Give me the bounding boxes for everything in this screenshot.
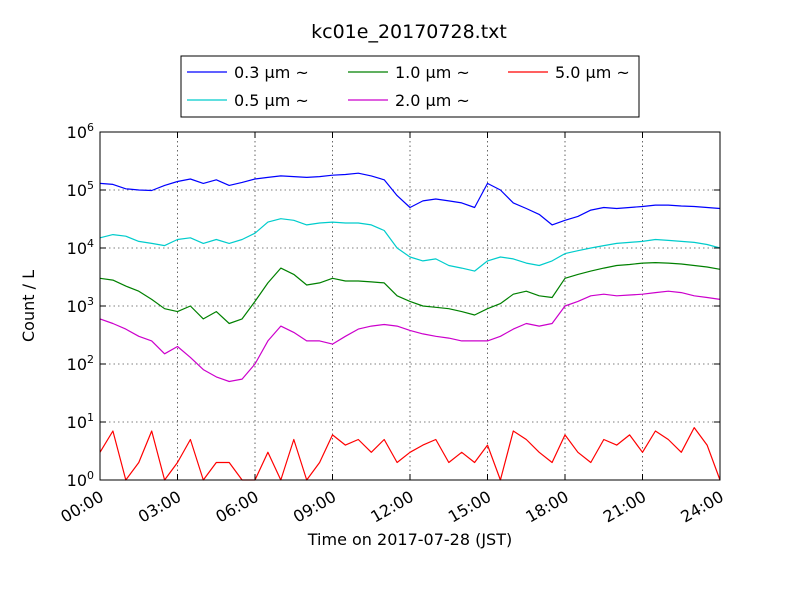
series-line-2 (99, 262, 721, 325)
x-tick-label: 09:00 (290, 487, 339, 527)
x-tick-label: 12:00 (367, 487, 416, 527)
chart-title: kc01e_20170728.txt (311, 21, 507, 43)
y-tick-label: 103 (67, 295, 94, 316)
series-line-1 (99, 218, 721, 272)
y-tick-label: 105 (67, 179, 94, 200)
x-tick-label: 15:00 (445, 487, 494, 527)
legend-label-1: 0.5 μm ~ (234, 91, 309, 110)
x-tick-label: 18:00 (522, 487, 571, 527)
y-tick-exponent: 4 (87, 237, 94, 250)
y-tick-exponent: 3 (87, 295, 94, 308)
legend: 0.3 μm ~ 0.5 μm ~ 1.0 μm ~ 2.0 μm ~ 5.0 μm ~ (180, 55, 640, 118)
y-tick-base: 10 (67, 239, 87, 258)
y-tick-base: 10 (67, 413, 87, 432)
x-axis-label: Time on 2017-07-28 (JST) (307, 530, 512, 549)
y-tick-base: 10 (67, 123, 87, 142)
y-tick-label: 100 (67, 469, 94, 490)
legend-label-4: 5.0 μm ~ (555, 63, 630, 82)
legend-label-2: 1.0 μm ~ (395, 63, 470, 82)
x-tick-label: 00:00 (57, 487, 106, 527)
x-tick-labels: 00:00 03:00 06:00 09:00 12:00 15:00 18:00 21:00… (57, 487, 726, 527)
y-tick-base: 10 (67, 297, 87, 316)
y-tick-exponent: 2 (87, 353, 94, 366)
legend-label-3: 2.0 μm ~ (395, 91, 470, 110)
y-tick-exponent: 1 (87, 411, 94, 424)
y-tick-exponent: 5 (87, 179, 94, 192)
y-tick-label: 106 (67, 121, 94, 142)
y-tick-label: 102 (67, 353, 94, 374)
legend-box (180, 55, 640, 118)
y-axis-label: Count / L (19, 270, 38, 342)
x-tick-label: 24:00 (677, 487, 726, 527)
y-tick-base: 10 (67, 355, 87, 374)
axis-ticks (99, 131, 721, 481)
x-tick-label: 03:00 (135, 487, 184, 527)
legend-label-0: 0.3 μm ~ (234, 63, 309, 82)
y-tick-exponent: 6 (87, 121, 94, 134)
grid-lines (100, 132, 720, 480)
series-line-0 (99, 172, 721, 226)
y-tick-label: 104 (67, 237, 94, 258)
y-tick-base: 10 (67, 181, 87, 200)
y-tick-exponent: 0 (87, 469, 94, 482)
x-tick-label: 21:00 (600, 487, 649, 527)
y-tick-base: 10 (67, 471, 87, 490)
x-tick-label: 06:00 (212, 487, 261, 527)
y-tick-label: 101 (67, 411, 94, 432)
series-line-3 (99, 290, 721, 383)
series-line-4 (99, 427, 721, 481)
